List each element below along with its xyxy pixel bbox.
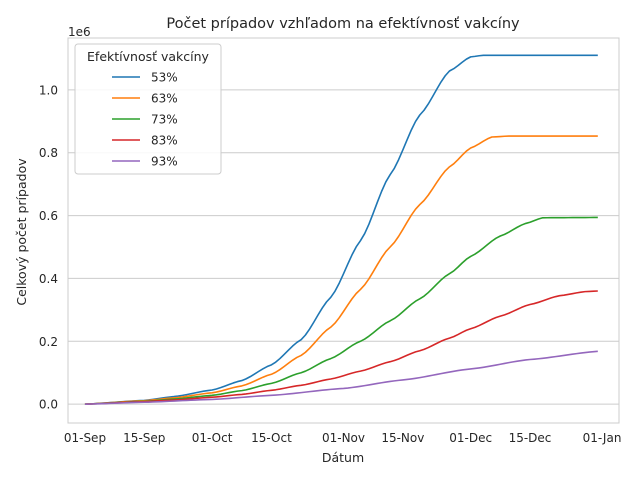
series-line-93pct bbox=[84, 350, 598, 405]
legend-label: 83% bbox=[151, 134, 178, 148]
chart-title: Počet prípadov vzhľadom na efektívnosť v… bbox=[166, 16, 520, 32]
y-tick-label: 0.8 bbox=[39, 146, 58, 160]
y-tick-label: 0.6 bbox=[39, 209, 58, 223]
legend-label: 53% bbox=[151, 71, 178, 85]
x-tick-label: 01-Sep bbox=[64, 431, 106, 445]
x-tick-label: 15-Oct bbox=[251, 431, 292, 445]
gridlines bbox=[68, 89, 619, 405]
legend-title: Efektívnosť vakcíny bbox=[87, 49, 210, 64]
x-tick-label: 01-Jan bbox=[583, 431, 622, 445]
y-axis-label: Celkový počet prípadov bbox=[14, 158, 29, 306]
legend: Efektívnosť vakcíny 53% 63% 73% 83% 93% bbox=[74, 43, 222, 175]
y-axis-ticks: 0.0 0.2 0.4 0.6 0.8 1.0 bbox=[39, 83, 58, 411]
y-tick-label: 1.0 bbox=[39, 83, 58, 97]
y-tick-label: 0.4 bbox=[39, 272, 58, 286]
legend-label: 73% bbox=[151, 113, 178, 127]
y-tick-label: 0.2 bbox=[39, 335, 58, 349]
y-tick-label: 0.0 bbox=[39, 398, 58, 412]
x-tick-label: 01-Dec bbox=[449, 431, 492, 445]
legend-box bbox=[74, 43, 222, 175]
x-axis-ticks: 01-Sep 15-Sep 01-Oct 15-Oct 01-Nov 15-Nov 01-D… bbox=[64, 431, 622, 445]
series-lines bbox=[84, 54, 598, 405]
x-tick-label: 15-Sep bbox=[123, 431, 165, 445]
legend-items: 53% 63% 73% 83% 93% bbox=[112, 71, 178, 169]
y-axis-offset-label: 1e6 bbox=[68, 25, 91, 39]
x-tick-label: 01-Nov bbox=[322, 431, 365, 445]
x-tick-label: 15-Dec bbox=[509, 431, 552, 445]
plot-area-frame bbox=[67, 37, 620, 424]
series-line-63pct bbox=[84, 135, 598, 405]
legend-label: 63% bbox=[151, 92, 178, 106]
x-tick-label: 01-Oct bbox=[192, 431, 233, 445]
legend-label: 93% bbox=[151, 155, 178, 169]
series-line-53pct bbox=[84, 54, 598, 405]
x-tick-label: 15-Nov bbox=[381, 431, 424, 445]
series-line-73pct bbox=[84, 216, 598, 405]
x-axis-label: Dátum bbox=[322, 450, 364, 465]
series-line-83pct bbox=[84, 290, 598, 405]
axes-frame bbox=[67, 37, 620, 424]
